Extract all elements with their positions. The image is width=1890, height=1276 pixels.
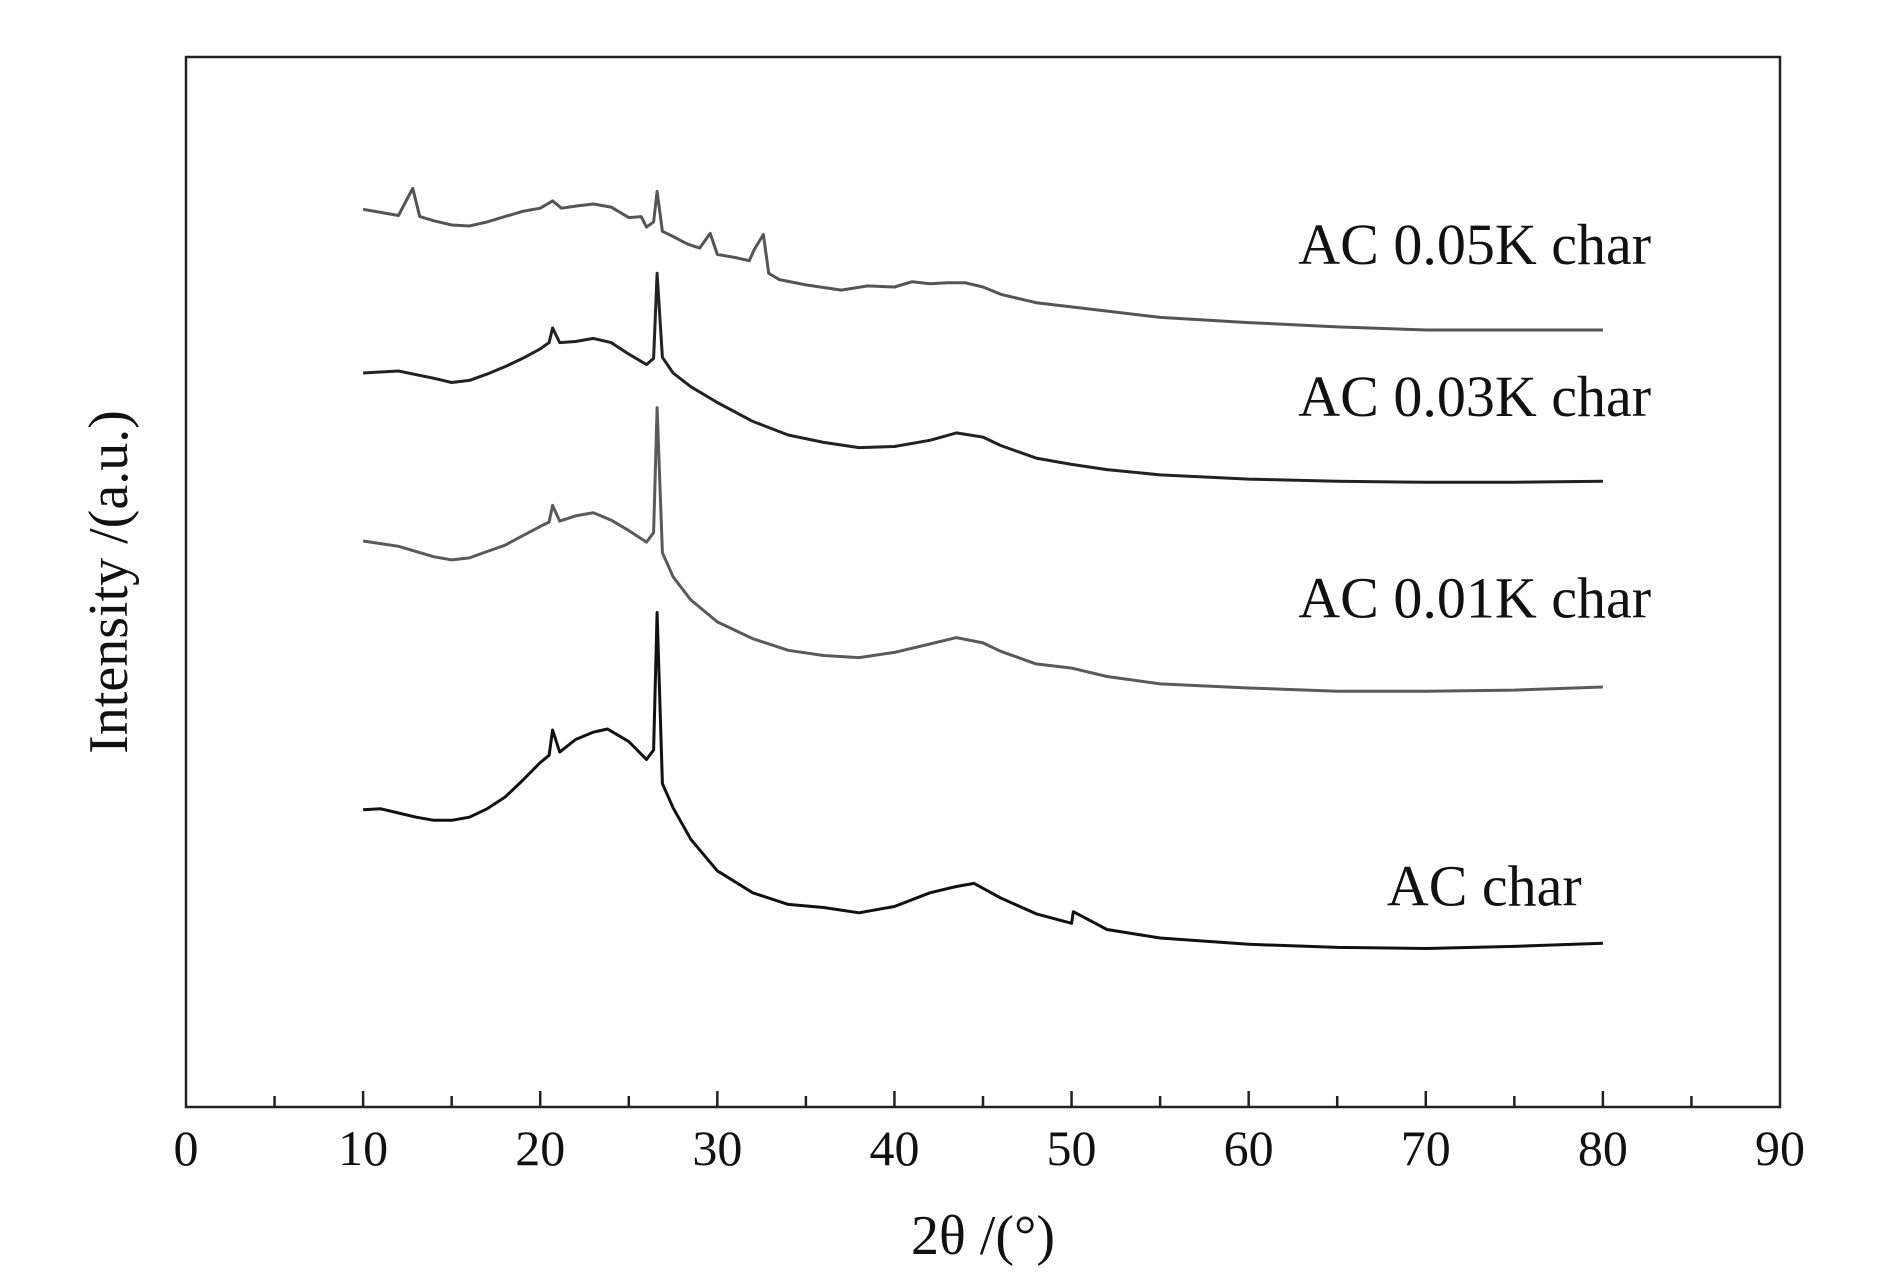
series-line-3 (362, 406, 1603, 693)
series-line-2 (363, 271, 1603, 484)
x-tick-label: 90 (1755, 1120, 1805, 1176)
series-line-4 (363, 611, 1603, 950)
x-tick-label: 10 (338, 1120, 388, 1176)
series-labels: AC 0.05K char AC 0.03K char AC 0.01K char A… (1298, 212, 1651, 919)
x-tick-label: 40 (869, 1120, 919, 1176)
y-axis-title: Intensity /(a.u.) (78, 410, 140, 754)
x-tick-label: 80 (1578, 1120, 1628, 1176)
x-axis-title: 2θ /(°) (911, 1205, 1055, 1267)
x-tick-label: 70 (1401, 1120, 1451, 1176)
series-label: AC char (1387, 853, 1582, 918)
series-label: AC 0.01K char (1298, 566, 1651, 631)
x-tick-label: 0 (174, 1120, 199, 1176)
series-line-1 (362, 186, 1603, 332)
series-label: AC 0.03K char (1298, 364, 1651, 429)
x-tick-label: 60 (1224, 1120, 1274, 1176)
x-axis-tick-labels: 0 10 20 30 40 50 60 70 80 90 (174, 1120, 1806, 1176)
x-tick-label: 30 (692, 1120, 742, 1176)
x-axis-ticks (273, 1091, 1693, 1107)
x-tick-label: 50 (1047, 1120, 1097, 1176)
series-layer (362, 186, 1603, 950)
series-label: AC 0.05K char (1298, 212, 1651, 277)
x-tick-label: 20 (515, 1120, 565, 1176)
